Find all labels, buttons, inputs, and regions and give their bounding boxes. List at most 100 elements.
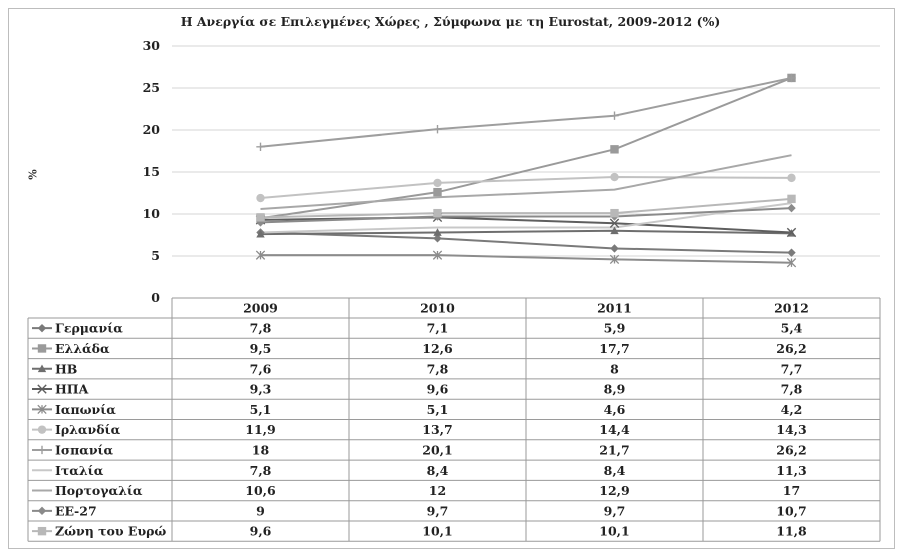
y-tick-label: 25 bbox=[143, 80, 160, 95]
series-line bbox=[260, 197, 792, 219]
series-line bbox=[260, 207, 792, 224]
star-marker bbox=[37, 404, 47, 415]
data-cell: 5,1 bbox=[427, 402, 449, 417]
series-line bbox=[260, 231, 792, 254]
star-marker bbox=[432, 250, 443, 260]
series-name: Πορτογαλία bbox=[55, 483, 143, 498]
star-marker bbox=[609, 254, 620, 265]
circle-marker bbox=[256, 193, 265, 203]
data-cell: 4,2 bbox=[781, 402, 803, 417]
square-marker bbox=[610, 145, 619, 154]
series-name: Ισπανία bbox=[55, 442, 114, 457]
diamond-marker bbox=[610, 244, 619, 253]
data-cell: 10,1 bbox=[422, 524, 452, 539]
x-category-label: 2010 bbox=[420, 301, 455, 316]
y-axis-ticks: 0 5 10 15 20 25 30 bbox=[143, 38, 161, 305]
series-name: Ιαπωνία bbox=[55, 402, 116, 417]
series-name: ΕΕ-27 bbox=[55, 503, 97, 518]
data-cell: 13,7 bbox=[422, 422, 452, 437]
data-cell: 7,8 bbox=[250, 463, 272, 478]
series-name: Ιρλανδία bbox=[55, 422, 121, 437]
y-tick-label: 15 bbox=[143, 164, 160, 179]
gridlines bbox=[172, 45, 880, 257]
data-cell: 8 bbox=[610, 361, 619, 376]
series-line bbox=[260, 154, 792, 210]
data-cell: 5,1 bbox=[250, 402, 272, 417]
data-cell: 9,6 bbox=[427, 382, 449, 397]
data-cell: 9,3 bbox=[250, 382, 272, 397]
data-cell: 5,4 bbox=[781, 321, 803, 336]
star-marker bbox=[255, 250, 266, 260]
data-cell: 18 bbox=[252, 442, 270, 457]
square-marker bbox=[256, 213, 265, 222]
data-cell: 10,7 bbox=[776, 503, 806, 518]
data-cell: 17 bbox=[783, 483, 800, 498]
data-cell: 4,6 bbox=[604, 402, 626, 417]
data-cell: 17,7 bbox=[599, 341, 629, 356]
series-line bbox=[260, 76, 792, 220]
triangle-marker bbox=[610, 226, 619, 235]
series-line bbox=[260, 76, 792, 148]
square-marker bbox=[433, 187, 442, 197]
data-cell: 9,5 bbox=[250, 341, 272, 356]
series-name: ΗΒ bbox=[55, 361, 77, 376]
star-marker bbox=[786, 258, 797, 268]
triangle-marker bbox=[37, 364, 47, 373]
diamond-marker bbox=[433, 234, 442, 243]
circle-marker bbox=[610, 172, 619, 182]
data-cell: 20,1 bbox=[422, 442, 452, 457]
y-tick-label: 5 bbox=[151, 248, 160, 263]
diamond-marker bbox=[787, 248, 796, 257]
y-tick-label: 30 bbox=[143, 38, 161, 53]
data-cell: 7,8 bbox=[427, 361, 449, 376]
data-cell: 9,7 bbox=[604, 503, 626, 518]
series-name: ΗΠΑ bbox=[55, 382, 89, 397]
data-cell: 9,6 bbox=[250, 524, 272, 539]
data-cell: 26,2 bbox=[776, 442, 806, 457]
series-name: Ιταλία bbox=[55, 463, 104, 478]
data-cell: 10,6 bbox=[245, 483, 276, 498]
plus-marker bbox=[433, 124, 442, 134]
series-line bbox=[260, 176, 792, 200]
data-cell: 9 bbox=[256, 503, 265, 518]
y-tick-label: 10 bbox=[143, 206, 161, 221]
plus-marker bbox=[610, 111, 619, 120]
data-cell: 12 bbox=[429, 483, 446, 498]
y-tick-label: 0 bbox=[151, 290, 160, 305]
series-line bbox=[260, 229, 792, 236]
data-cell: 7,7 bbox=[781, 361, 803, 376]
square-marker bbox=[37, 344, 47, 353]
data-cell: 5,9 bbox=[604, 321, 626, 336]
triangle-marker bbox=[433, 228, 442, 236]
series-line bbox=[260, 254, 792, 264]
data-cell: 10,1 bbox=[599, 524, 629, 539]
square-marker bbox=[610, 208, 619, 218]
data-cell: 14,3 bbox=[776, 422, 806, 437]
square-marker bbox=[37, 526, 47, 536]
square-marker bbox=[433, 208, 442, 218]
diamond-marker bbox=[37, 506, 47, 516]
x-category-label: 2012 bbox=[774, 301, 809, 316]
data-cell: 11,9 bbox=[245, 422, 275, 437]
plus-marker bbox=[256, 142, 265, 151]
data-cell: 8,9 bbox=[604, 382, 626, 397]
chart-title: Η Ανεργία σε Επιλεγμένες Χώρες , Σύμφωνα… bbox=[180, 14, 721, 29]
series-line bbox=[260, 202, 792, 234]
series-name: Ελλάδα bbox=[55, 341, 110, 356]
data-cell: 7,8 bbox=[250, 321, 272, 336]
data-cell: 12,9 bbox=[599, 483, 629, 498]
data-cell: 26,2 bbox=[776, 341, 806, 356]
chart-frame bbox=[8, 8, 895, 549]
diamond-marker bbox=[37, 323, 47, 333]
x-category-label: 2011 bbox=[597, 301, 632, 316]
y-tick-label: 20 bbox=[143, 122, 161, 137]
series-name: Γερμανία bbox=[55, 321, 123, 336]
square-marker bbox=[787, 194, 796, 204]
data-table: 2009 2010 2011 2012 Γερμανία 7,8 7,1 5,9 5,4 Ελλά… bbox=[27, 297, 881, 542]
data-cell: 7,1 bbox=[427, 321, 449, 336]
x-marker bbox=[37, 384, 47, 394]
data-cell: 11,3 bbox=[776, 463, 806, 478]
x-category-label: 2009 bbox=[243, 301, 278, 316]
circle-marker bbox=[433, 178, 442, 188]
